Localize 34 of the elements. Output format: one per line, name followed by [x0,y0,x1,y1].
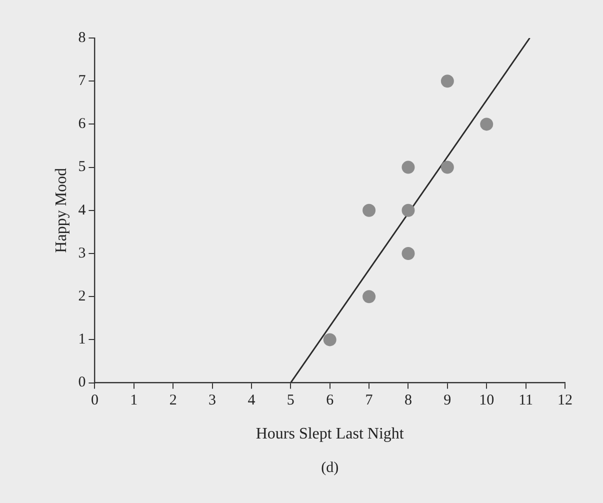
point [402,247,415,260]
point [402,204,415,217]
x-tick-label: 11 [518,392,534,409]
y-tick-label: 1 [78,332,86,348]
x-tick-label: 7 [365,392,374,409]
y-tick-label: 8 [78,30,86,46]
x-tick-label: 12 [558,392,572,409]
y-axis-title: Happy Mood [52,168,70,253]
point [362,290,376,304]
x-tick-label: 0 [90,392,98,409]
x-tick-label: 3 [208,392,216,409]
y-tick-label: 0 [78,374,86,391]
x-tick-label: 8 [404,392,412,409]
x-tick-label: 4 [248,392,256,409]
point [440,74,454,88]
x-tick-label: 2 [169,392,177,409]
x-tick-label: 1 [130,392,138,409]
x-axis-title: Hours Slept Last Night [256,426,404,443]
x-tick-label: 9 [444,392,452,409]
y-tick-label: 6 [78,116,86,132]
point [362,204,376,217]
point [402,160,415,174]
y-tick-label: 4 [78,202,86,218]
x-tick-label: 6 [326,392,334,409]
y-tick-label: 3 [78,245,86,262]
y-tick-label: 5 [78,159,86,176]
y-tick-label: 2 [78,288,86,305]
text: (d) [321,460,339,476]
point [323,333,336,346]
point [480,118,494,131]
x-tick-label: 5 [286,392,294,409]
point [440,160,454,174]
y-tick-label: 7 [78,73,86,90]
x-tick-label: 10 [479,392,494,409]
